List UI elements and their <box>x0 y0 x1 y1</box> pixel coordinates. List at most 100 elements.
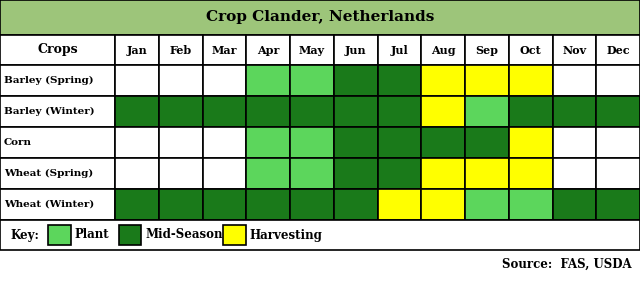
FancyBboxPatch shape <box>290 189 333 220</box>
FancyBboxPatch shape <box>0 127 115 158</box>
FancyBboxPatch shape <box>333 35 378 65</box>
FancyBboxPatch shape <box>509 96 552 127</box>
FancyBboxPatch shape <box>290 65 333 96</box>
FancyBboxPatch shape <box>159 35 202 65</box>
FancyBboxPatch shape <box>509 158 552 189</box>
FancyBboxPatch shape <box>0 158 115 189</box>
FancyBboxPatch shape <box>509 189 552 220</box>
FancyBboxPatch shape <box>246 65 290 96</box>
FancyBboxPatch shape <box>333 189 378 220</box>
FancyBboxPatch shape <box>465 189 509 220</box>
FancyBboxPatch shape <box>421 189 465 220</box>
FancyBboxPatch shape <box>378 127 421 158</box>
FancyBboxPatch shape <box>246 35 290 65</box>
Text: Crop Clander, Netherlands: Crop Clander, Netherlands <box>206 11 434 24</box>
FancyBboxPatch shape <box>202 158 246 189</box>
Text: Jan: Jan <box>127 44 147 56</box>
FancyBboxPatch shape <box>246 96 290 127</box>
FancyBboxPatch shape <box>509 65 552 96</box>
FancyBboxPatch shape <box>465 158 509 189</box>
FancyBboxPatch shape <box>290 96 333 127</box>
FancyBboxPatch shape <box>223 225 246 245</box>
FancyBboxPatch shape <box>290 35 333 65</box>
FancyBboxPatch shape <box>118 225 141 245</box>
Text: Aug: Aug <box>431 44 456 56</box>
FancyBboxPatch shape <box>0 96 115 127</box>
FancyBboxPatch shape <box>246 189 290 220</box>
FancyBboxPatch shape <box>421 96 465 127</box>
Text: Plant: Plant <box>74 228 109 241</box>
FancyBboxPatch shape <box>202 189 246 220</box>
FancyBboxPatch shape <box>378 158 421 189</box>
Text: Barley (Spring): Barley (Spring) <box>4 76 93 85</box>
FancyBboxPatch shape <box>115 158 159 189</box>
FancyBboxPatch shape <box>552 158 596 189</box>
FancyBboxPatch shape <box>596 65 640 96</box>
Text: Feb: Feb <box>170 44 192 56</box>
FancyBboxPatch shape <box>421 127 465 158</box>
FancyBboxPatch shape <box>596 127 640 158</box>
FancyBboxPatch shape <box>596 158 640 189</box>
FancyBboxPatch shape <box>465 65 509 96</box>
FancyBboxPatch shape <box>0 220 640 250</box>
Text: Sep: Sep <box>476 44 499 56</box>
FancyBboxPatch shape <box>246 127 290 158</box>
FancyBboxPatch shape <box>202 96 246 127</box>
FancyBboxPatch shape <box>159 96 202 127</box>
FancyBboxPatch shape <box>115 65 159 96</box>
FancyBboxPatch shape <box>0 35 115 65</box>
FancyBboxPatch shape <box>378 35 421 65</box>
Text: Harvesting: Harvesting <box>250 228 323 241</box>
FancyBboxPatch shape <box>159 158 202 189</box>
FancyBboxPatch shape <box>465 127 509 158</box>
Text: Apr: Apr <box>257 44 279 56</box>
FancyBboxPatch shape <box>202 35 246 65</box>
Text: Source:  FAS, USDA: Source: FAS, USDA <box>502 258 632 270</box>
FancyBboxPatch shape <box>333 127 378 158</box>
FancyBboxPatch shape <box>115 189 159 220</box>
Text: Jun: Jun <box>345 44 367 56</box>
Text: Wheat (Winter): Wheat (Winter) <box>4 200 94 209</box>
Text: Barley (Winter): Barley (Winter) <box>4 107 95 116</box>
FancyBboxPatch shape <box>0 0 640 35</box>
FancyBboxPatch shape <box>290 127 333 158</box>
Text: Dec: Dec <box>606 44 630 56</box>
FancyBboxPatch shape <box>596 189 640 220</box>
Text: Jul: Jul <box>390 44 408 56</box>
FancyBboxPatch shape <box>333 65 378 96</box>
FancyBboxPatch shape <box>202 127 246 158</box>
FancyBboxPatch shape <box>378 65 421 96</box>
FancyBboxPatch shape <box>378 96 421 127</box>
Text: Oct: Oct <box>520 44 541 56</box>
Text: Wheat (Spring): Wheat (Spring) <box>4 169 93 178</box>
FancyBboxPatch shape <box>552 96 596 127</box>
FancyBboxPatch shape <box>0 189 115 220</box>
FancyBboxPatch shape <box>552 189 596 220</box>
FancyBboxPatch shape <box>421 65 465 96</box>
Text: Nov: Nov <box>563 44 586 56</box>
Text: Mid-Season: Mid-Season <box>145 228 223 241</box>
FancyBboxPatch shape <box>246 158 290 189</box>
Text: Crops: Crops <box>37 44 78 56</box>
FancyBboxPatch shape <box>465 96 509 127</box>
FancyBboxPatch shape <box>421 158 465 189</box>
FancyBboxPatch shape <box>552 127 596 158</box>
FancyBboxPatch shape <box>115 96 159 127</box>
FancyBboxPatch shape <box>465 35 509 65</box>
FancyBboxPatch shape <box>509 127 552 158</box>
FancyBboxPatch shape <box>0 65 115 96</box>
FancyBboxPatch shape <box>159 65 202 96</box>
FancyBboxPatch shape <box>509 35 552 65</box>
FancyBboxPatch shape <box>48 225 70 245</box>
Text: Key:: Key: <box>10 228 39 241</box>
Text: Corn: Corn <box>4 138 32 147</box>
Text: May: May <box>299 44 325 56</box>
FancyBboxPatch shape <box>552 35 596 65</box>
FancyBboxPatch shape <box>159 189 202 220</box>
FancyBboxPatch shape <box>421 35 465 65</box>
FancyBboxPatch shape <box>115 35 159 65</box>
FancyBboxPatch shape <box>115 127 159 158</box>
FancyBboxPatch shape <box>202 65 246 96</box>
FancyBboxPatch shape <box>552 65 596 96</box>
FancyBboxPatch shape <box>333 96 378 127</box>
